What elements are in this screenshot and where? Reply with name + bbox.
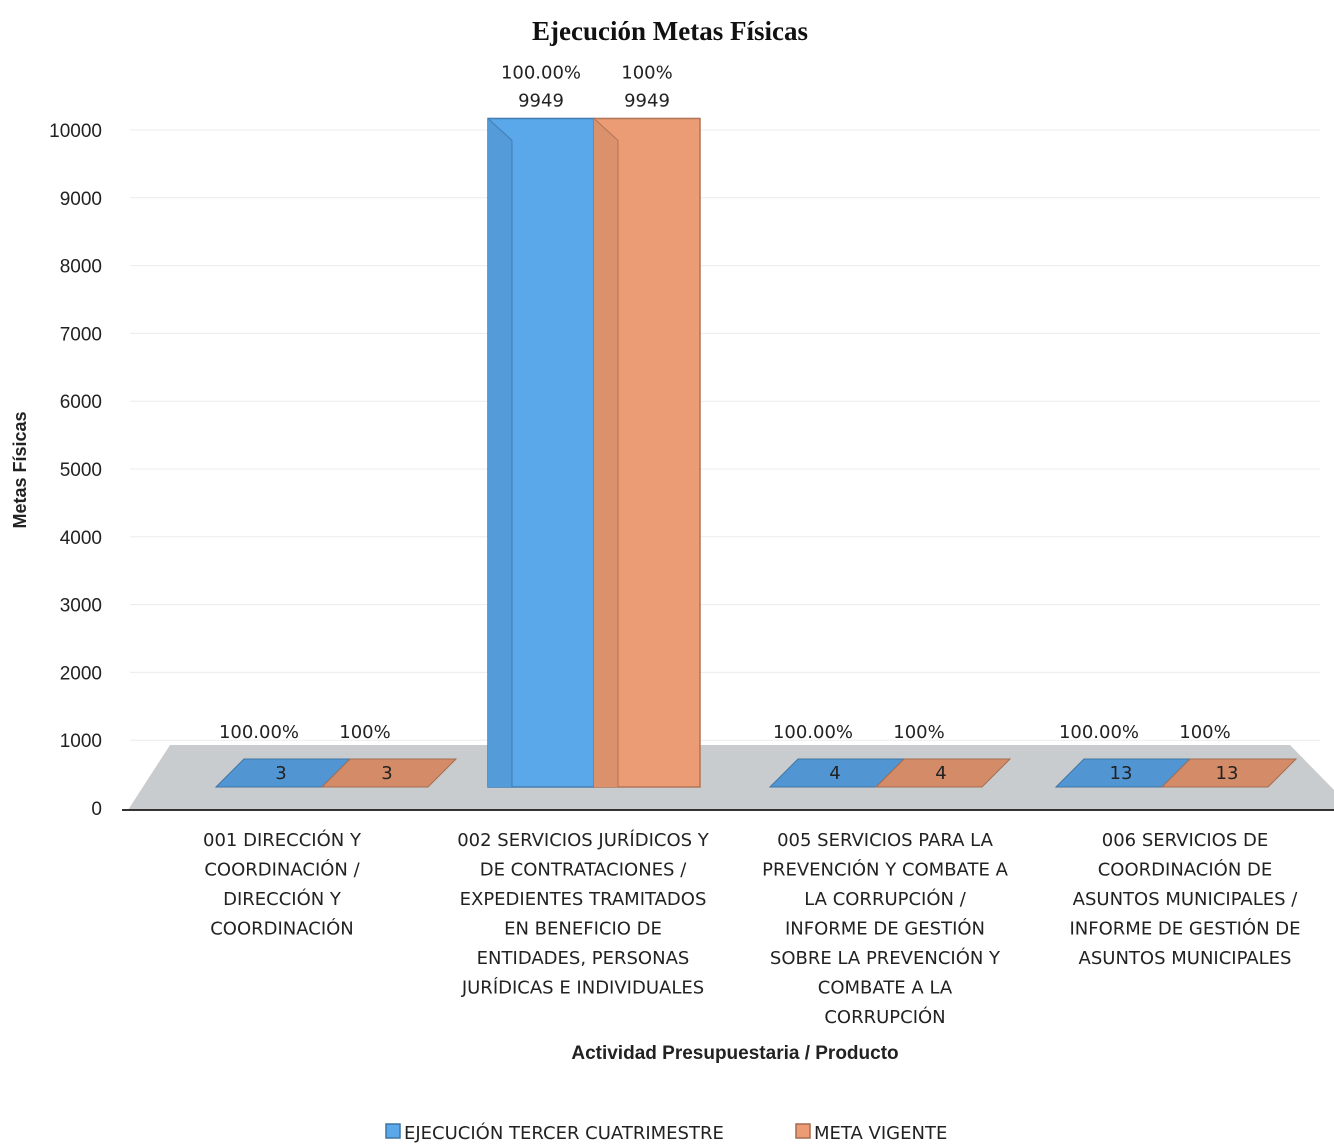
category-label-line: COORDINACIÓN: [210, 918, 354, 940]
data-label-value: 9949: [518, 90, 564, 111]
data-label-pct: 100.00%: [501, 62, 581, 83]
bar: [320, 758, 458, 788]
data-label-pct: 100%: [1179, 722, 1230, 743]
data-label-pct: 100%: [339, 722, 390, 743]
category-label-line: 006 SERVICIOS DE: [1102, 830, 1268, 851]
category-label-line: EN BENEFICIO DE: [504, 919, 662, 940]
y-tick-label: 10000: [49, 121, 102, 142]
gridlines: [130, 129, 1320, 741]
category-label-line: DE CONTRATACIONES /: [480, 860, 687, 881]
data-labels: 3 100.00% 3 100% 9949 100.00% 9949 100% 4 100.00%…: [219, 62, 1239, 784]
category-label-line: PREVENCIÓN Y COMBATE A: [762, 859, 1008, 881]
y-tick-label: 6000: [60, 392, 102, 413]
category-label-line: INFORME DE GESTIÓN: [785, 918, 985, 940]
data-label-value: 4: [829, 763, 840, 784]
category-label-line: DIRECCIÓN Y: [223, 888, 342, 910]
y-tick-label: 1000: [60, 731, 102, 752]
data-label-value: 9949: [624, 90, 670, 111]
data-label-value: 3: [275, 763, 286, 784]
data-label-value: 4: [935, 763, 946, 784]
data-label-pct: 100.00%: [1059, 722, 1139, 743]
category-label-line: CORRUPCIÓN: [824, 1006, 945, 1028]
bar-edge: [487, 118, 513, 141]
y-tick-label: 5000: [60, 460, 102, 481]
category-label-line: LA CORRUPCIÓN /: [804, 888, 966, 910]
bar-side: [488, 118, 512, 787]
data-label-pct: 100.00%: [219, 722, 299, 743]
y-tick-label: 7000: [60, 324, 102, 345]
y-tick-label: 3000: [60, 596, 102, 617]
category-label-line: 002 SERVICIOS JURÍDICOS Y: [457, 829, 710, 851]
x-axis-label: Actividad Presupuestaria / Producto: [571, 1043, 898, 1064]
category-label-line: EXPEDIENTES TRAMITADOS: [460, 889, 707, 910]
bars: [214, 117, 1298, 788]
y-tick-label: 2000: [60, 663, 102, 684]
category-label-line: 005 SERVICIOS PARA LA: [777, 830, 993, 851]
category-label-line: ENTIDADES, PERSONAS: [477, 948, 690, 969]
data-label-value: 3: [381, 763, 392, 784]
y-tick-label: 8000: [60, 257, 102, 278]
category-label-line: JURÍDICAS E INDIVIDUALES: [461, 977, 704, 999]
y-tick-label: 4000: [60, 528, 102, 549]
legend: EJECUCIÓN TERCER CUATRIMESTRE META VIGENT…: [385, 1122, 947, 1144]
category-label-line: COORDINACIÓN /: [204, 859, 360, 881]
data-label-pct: 100%: [621, 62, 672, 83]
category-label: 001 DIRECCIÓN Y COORDINACIÓN / DIRECCIÓN Y…: [203, 829, 362, 940]
bar-side: [594, 118, 618, 787]
legend-swatch: [385, 1123, 401, 1139]
y-axis-ticks: 0 1000 2000 3000 4000 5000 6000 7000 8000 9000 100…: [49, 121, 102, 820]
category-label-line: 001 DIRECCIÓN Y: [203, 829, 362, 851]
data-label-value: 13: [1216, 763, 1239, 784]
category-label: 002 SERVICIOS JURÍDICOS Y DE CONTRATACION…: [457, 829, 710, 999]
chart-title: Ejecución Metas Físicas: [532, 16, 808, 46]
data-label-value: 13: [1110, 763, 1133, 784]
bar: [1160, 758, 1298, 788]
category-label-line: INFORME DE GESTIÓN DE: [1069, 918, 1300, 940]
category-label: 005 SERVICIOS PARA LA PREVENCIÓN Y COMBAT…: [762, 830, 1008, 1028]
legend-label: EJECUCIÓN TERCER CUATRIMESTRE: [404, 1122, 724, 1144]
category-label-line: ASUNTOS MUNICIPALES: [1079, 948, 1292, 969]
legend-label: META VIGENTE: [814, 1123, 947, 1144]
data-label-pct: 100%: [893, 722, 944, 743]
bar-edge: [593, 118, 619, 141]
data-label-pct: 100.00%: [773, 722, 853, 743]
category-label-line: COORDINACIÓN DE: [1098, 859, 1273, 881]
category-label-line: ASUNTOS MUNICIPALES /: [1073, 889, 1299, 910]
category-label: 006 SERVICIOS DE COORDINACIÓN DE ASUNTOS M…: [1069, 830, 1300, 969]
category-label-line: COMBATE A LA: [818, 978, 953, 999]
category-labels: 001 DIRECCIÓN Y COORDINACIÓN / DIRECCIÓN Y…: [203, 829, 1300, 1028]
y-tick-label: 9000: [60, 189, 102, 210]
y-tick-label: 0: [91, 799, 102, 820]
legend-swatch: [795, 1123, 811, 1139]
y-axis-label: Metas Físicas: [10, 411, 30, 528]
category-label-line: SOBRE LA PREVENCIÓN Y: [770, 947, 1001, 969]
bar: [874, 758, 1012, 788]
